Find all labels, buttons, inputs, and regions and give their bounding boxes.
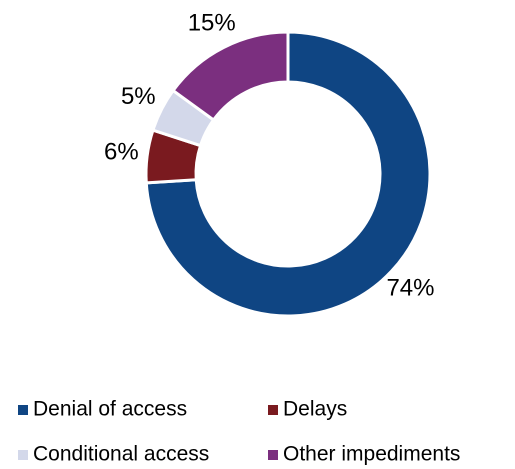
data-label: 74%: [386, 274, 434, 301]
legend-swatch: [268, 405, 278, 415]
data-label: 5%: [121, 83, 156, 110]
data-label: 15%: [188, 10, 236, 37]
legend-label: Other impediments: [283, 443, 460, 466]
legend-swatch: [18, 405, 28, 415]
legend-swatch: [268, 450, 278, 460]
data-label: 6%: [104, 138, 139, 165]
legend-label: Conditional access: [33, 443, 209, 466]
legend-swatch: [18, 450, 28, 460]
donut-slice: [144, 30, 432, 318]
legend-label: Denial of access: [33, 398, 187, 421]
legend-label: Delays: [283, 398, 347, 421]
donut-slice: [171, 30, 290, 123]
